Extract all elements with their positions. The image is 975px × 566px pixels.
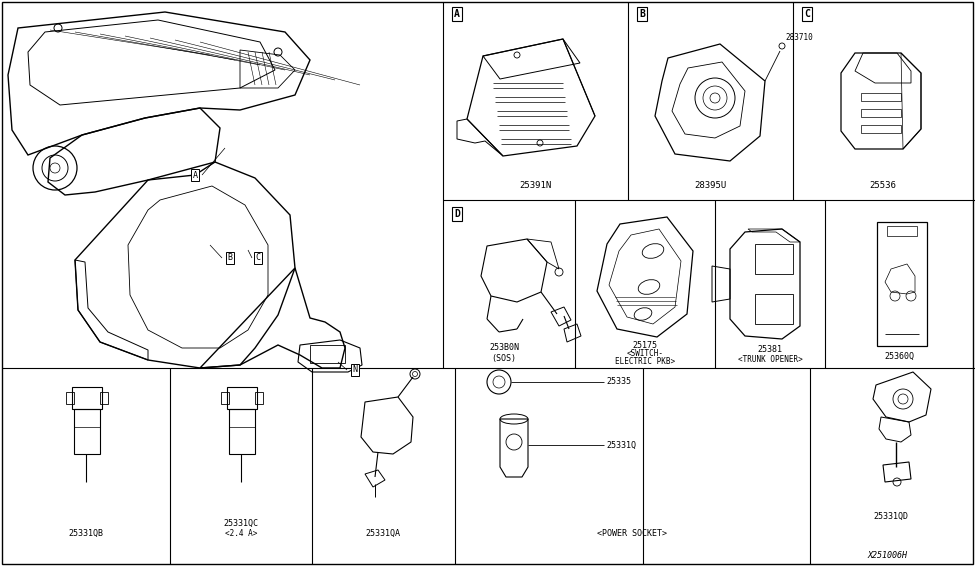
Bar xyxy=(861,93,901,101)
Text: <TRUNK OPENER>: <TRUNK OPENER> xyxy=(738,355,802,365)
Text: A: A xyxy=(454,9,460,19)
Text: ELECTRIC PKB>: ELECTRIC PKB> xyxy=(615,358,675,367)
Text: 25331QB: 25331QB xyxy=(68,529,103,538)
Bar xyxy=(255,392,263,404)
Text: 25331Q: 25331Q xyxy=(606,440,636,449)
Bar xyxy=(100,392,108,404)
Text: 25331QC: 25331QC xyxy=(223,518,258,528)
Text: 25536: 25536 xyxy=(870,181,896,190)
Text: D: D xyxy=(454,209,460,219)
Text: 25331QA: 25331QA xyxy=(366,529,401,538)
Text: 28395U: 28395U xyxy=(694,181,726,190)
Bar xyxy=(877,222,927,346)
Text: 25335: 25335 xyxy=(606,378,631,387)
Bar xyxy=(861,109,901,117)
Text: X251006H: X251006H xyxy=(868,551,908,560)
Text: 25331QD: 25331QD xyxy=(874,512,909,521)
Text: (SOS): (SOS) xyxy=(491,354,517,362)
Text: 25360Q: 25360Q xyxy=(884,351,914,361)
Text: 25391N: 25391N xyxy=(519,181,551,190)
Text: <SWITCH-: <SWITCH- xyxy=(627,349,664,358)
Bar xyxy=(221,392,229,404)
Text: 283710: 283710 xyxy=(785,33,813,42)
Text: C: C xyxy=(255,254,260,263)
Bar xyxy=(887,226,917,236)
Bar xyxy=(74,409,100,454)
Bar xyxy=(755,244,793,274)
Text: <POWER SOCKET>: <POWER SOCKET> xyxy=(597,529,667,538)
Text: B: B xyxy=(227,254,232,263)
Text: <2.4 A>: <2.4 A> xyxy=(225,529,257,538)
Text: 253B0N: 253B0N xyxy=(489,344,519,353)
Text: B: B xyxy=(639,9,644,19)
Text: 25175: 25175 xyxy=(633,341,657,350)
Text: N: N xyxy=(353,366,358,375)
Text: A: A xyxy=(192,170,198,179)
Text: 25381: 25381 xyxy=(758,345,783,354)
Bar xyxy=(229,409,255,454)
Bar xyxy=(227,387,257,409)
Bar xyxy=(861,125,901,133)
Bar xyxy=(72,387,102,409)
Bar xyxy=(310,345,345,363)
Text: C: C xyxy=(804,9,810,19)
Bar xyxy=(66,392,74,404)
Bar xyxy=(755,294,793,324)
